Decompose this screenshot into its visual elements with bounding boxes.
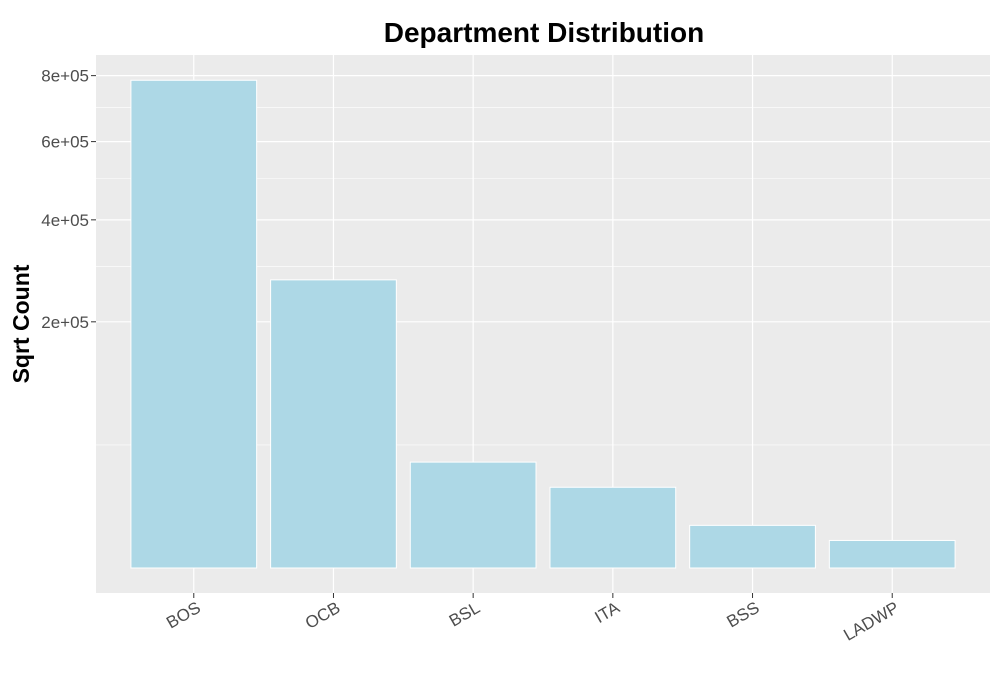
y-tick-label: 2e+05 [41,313,89,332]
bar-ita [549,486,677,569]
bar-bsl [409,461,537,569]
bar-ladwp [828,539,956,569]
y-tick-label: 8e+05 [41,67,89,86]
y-tick-label: 4e+05 [41,211,89,230]
bar-ocb [270,279,397,569]
bar-bos [130,79,258,569]
x-tick-label-ladwp: LADWP [840,598,902,645]
x-tick-label-bss: BSS [724,598,763,631]
x-tick-label-ocb: OCB [302,598,343,633]
y-axis-ticks: 2e+05 4e+05 6e+05 8e+05 [41,67,96,332]
bars [130,79,956,569]
x-tick-label-bsl: BSL [446,598,483,631]
x-axis-ticks: BOS OCB BSL ITA BSS LADWP [163,593,902,645]
x-tick-label-ita: ITA [592,598,624,627]
x-tick-label-bos: BOS [163,598,204,632]
bar-bss [689,524,816,569]
chart-title: Department Distribution [384,17,704,48]
y-axis-label: Sqrt Count [8,264,34,383]
y-tick-label: 6e+05 [41,133,89,152]
